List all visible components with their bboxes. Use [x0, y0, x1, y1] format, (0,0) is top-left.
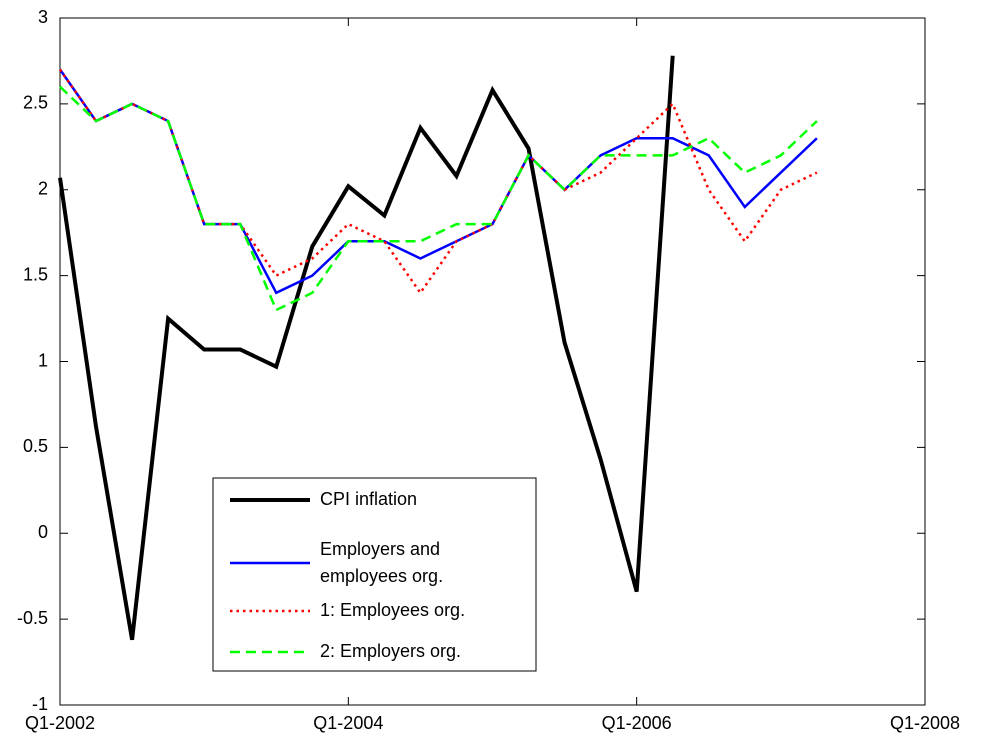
x-tick-label: Q1-2008: [890, 713, 960, 733]
legend-box: [212, 477, 537, 672]
x-tick-label: Q1-2004: [313, 713, 383, 733]
y-tick-label: -0.5: [17, 608, 48, 628]
y-tick-label: 1: [38, 350, 48, 370]
legend: CPI inflation Employers and employees org…: [212, 477, 537, 672]
legend-label: Employers and employees org.: [320, 539, 445, 586]
y-tick-label: 2.5: [23, 93, 48, 113]
y-tick-label: 3: [38, 7, 48, 27]
y-tick-label: -1: [32, 694, 48, 714]
legend-label: CPI inflation: [320, 489, 417, 509]
legend-label: 1: Employees org.: [320, 600, 465, 620]
series-line: [58, 55, 675, 641]
y-tick-label: 0.5: [23, 436, 48, 456]
x-tick-label: Q1-2002: [25, 713, 95, 733]
series-line: [59, 85, 818, 312]
legend-label: 2: Employers org.: [320, 641, 461, 661]
y-tick-label: 2: [38, 179, 48, 199]
y-tick-label: 0: [38, 522, 48, 542]
y-tick-label: 1.5: [23, 264, 48, 284]
x-tick-label: Q1-2006: [602, 713, 672, 733]
